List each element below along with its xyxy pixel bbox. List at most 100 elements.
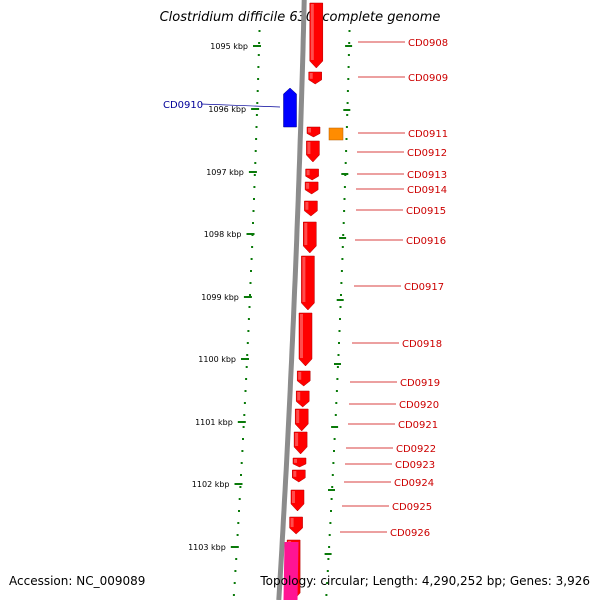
position-tick [241,358,249,360]
gene-label[interactable]: CD0916 [406,236,446,247]
outer-position-tick [345,45,353,47]
gene-label[interactable]: CD0925 [392,502,432,513]
outer-ruler-dot [341,258,344,260]
gene-label[interactable]: CD0910 [163,100,203,111]
gene-highlight [294,459,297,463]
outer-position-tick [328,489,335,491]
inner-ruler-dot [247,330,250,332]
outer-ruler-dot [345,150,348,152]
position-tick-label: 1103 kbp [188,543,226,552]
inner-ruler-dot [240,462,243,464]
outer-position-tick [339,237,347,239]
inner-ruler-dot [238,498,241,500]
position-tick [243,296,252,298]
inner-ruler-dot [255,114,258,116]
position-tick [230,546,239,548]
inner-ruler-dot [254,162,257,164]
gene-highlight [293,471,297,477]
outer-ruler-dot [333,438,336,440]
gene-label[interactable]: CD0915 [406,206,446,217]
gene-highlight [300,314,303,358]
gene-label[interactable]: CD0918 [402,339,442,350]
genome-stats-text: Topology: circular; Length: 4,290,252 bp… [260,574,590,588]
inner-ruler-dot [240,474,242,476]
outer-position-tick [334,363,341,365]
outer-ruler-dot [345,126,348,128]
outer-ruler-dot [335,402,338,404]
reverse-gene-arrow[interactable] [283,87,297,128]
gene-label[interactable]: CD0924 [394,478,434,489]
gene-label[interactable]: CD0909 [408,73,448,84]
gene-highlight [297,392,301,401]
gene-highlight [305,202,309,210]
gene-label[interactable]: CD0920 [399,400,439,411]
inner-ruler-dot [253,174,256,176]
inner-ruler-dot [232,594,235,596]
inner-ruler-dot [257,54,260,56]
inner-ruler-dot [252,222,254,224]
outer-ruler-dot [342,222,345,224]
outer-ruler-dot [347,66,350,68]
outer-ruler-dot [331,474,334,476]
outer-ruler-dot [339,306,342,308]
position-tick [237,421,246,423]
gene-highlight [292,491,295,503]
pink-feature[interactable] [283,542,299,600]
inner-ruler-dot [238,510,240,512]
outer-ruler-dot [335,390,338,392]
outer-ruler-dot [345,138,348,140]
inner-ruler-dot [242,426,245,428]
outer-ruler-dot [348,30,351,32]
inner-ruler-dot [250,258,253,260]
gene-label[interactable]: CD0921 [398,420,438,431]
inner-ruler-dot [241,450,244,452]
outer-ruler-dot [328,534,331,536]
position-tick-label: 1101 kbp [195,418,233,427]
inner-ruler-dot [257,78,260,80]
gene-label[interactable]: CD0919 [400,378,440,389]
outer-position-tick [341,173,349,175]
gene-highlight [306,183,310,189]
gene-label[interactable]: CD0917 [404,282,444,293]
gene-highlight [290,518,294,528]
gene-label[interactable]: CD0926 [390,528,430,539]
outer-ruler-dot [348,42,351,44]
position-tick-label: 1098 kbp [204,230,242,239]
inner-ruler-dot [235,558,238,560]
outer-ruler-dot [336,378,339,380]
inner-ruler-dot [256,90,259,92]
position-tick [251,108,260,110]
inner-ruler-dot [233,582,236,584]
position-tick-label: 1096 kbp [208,105,246,114]
gene-label[interactable]: CD0908 [408,38,448,49]
outer-ruler-dot [340,294,342,296]
gene-label[interactable]: CD0913 [407,170,447,181]
outer-ruler-dot [336,366,339,368]
outer-ruler-dot [339,318,341,320]
inner-ruler-dot [242,438,244,440]
orange-feature[interactable] [328,127,344,141]
inner-ruler-dot [258,30,261,32]
inner-ruler-dot [246,342,249,344]
gene-label[interactable]: CD0914 [407,185,447,196]
outer-ruler-dot [326,570,329,572]
outer-position-tick [336,299,344,301]
gene-highlight [309,73,313,79]
inner-ruler-dot [256,102,259,104]
inner-ruler-dot [254,150,257,152]
position-tick-label: 1102 kbp [192,480,230,489]
inner-ruler-dot [248,306,251,308]
inner-ruler-dot [243,414,246,416]
gene-label[interactable]: CD0911 [408,129,448,140]
outer-ruler-dot [332,462,335,464]
gene-label[interactable]: CD0922 [396,444,436,455]
outer-ruler-dot [347,54,350,56]
gene-label[interactable]: CD0923 [395,460,435,471]
inner-ruler-dot [252,210,255,212]
position-tick-label: 1100 kbp [198,355,236,364]
outer-ruler-dot [346,102,349,104]
gene-label[interactable]: CD0912 [407,148,447,159]
inner-ruler-dot [236,534,239,536]
gene-highlight [307,142,311,154]
